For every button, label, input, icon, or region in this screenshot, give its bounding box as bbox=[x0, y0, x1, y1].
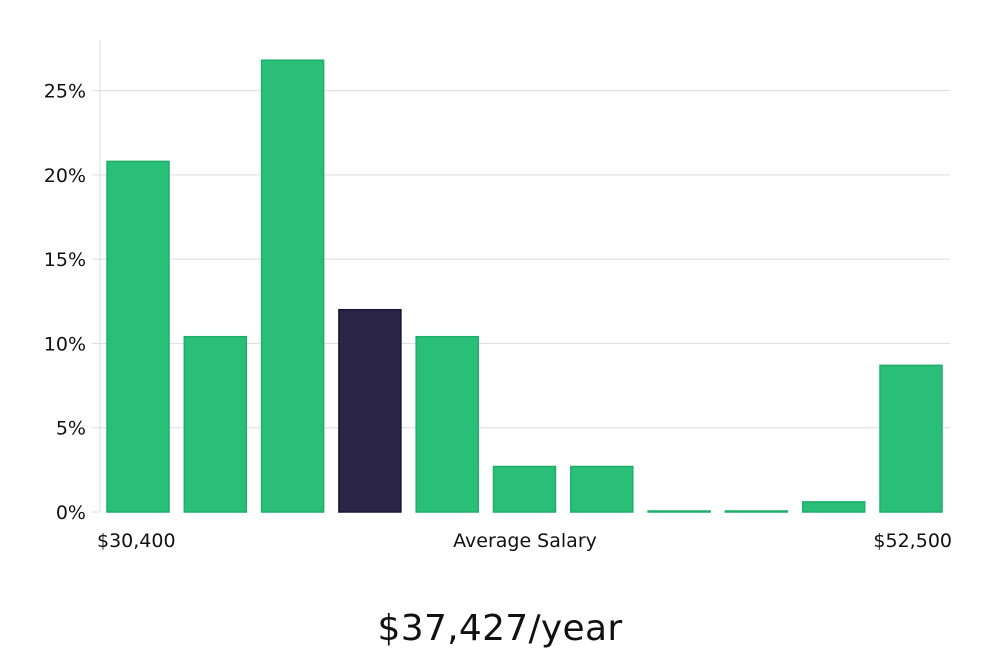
highlighted-bar bbox=[338, 308, 402, 513]
bar bbox=[879, 364, 943, 513]
bar bbox=[260, 59, 325, 513]
x-min-label: $30,400 bbox=[97, 530, 176, 552]
x-max-label: $52,500 bbox=[873, 530, 952, 552]
y-tick-label: 0% bbox=[56, 502, 86, 524]
y-tick-label: 10% bbox=[44, 333, 86, 355]
bars bbox=[106, 59, 943, 513]
x-axis-title: Average Salary bbox=[453, 530, 597, 552]
y-tick-label: 20% bbox=[44, 165, 86, 187]
bar bbox=[647, 510, 711, 513]
y-tick-label: 25% bbox=[44, 81, 86, 103]
bar bbox=[492, 465, 557, 513]
average-salary-value: $37,427/year bbox=[377, 608, 623, 649]
salary-histogram: 0%5%10%15%20%25% $30,400 Average Salary … bbox=[44, 40, 952, 552]
bar bbox=[801, 501, 866, 513]
y-axis-ticks: 0% 5% 10% 15% 20% 25% bbox=[44, 81, 100, 524]
bar bbox=[183, 335, 248, 513]
bar bbox=[570, 465, 634, 513]
y-tick-label: 15% bbox=[44, 249, 86, 271]
y-tick-label: 5% bbox=[56, 418, 86, 440]
bar bbox=[106, 160, 170, 513]
bar bbox=[415, 335, 479, 513]
bar bbox=[724, 510, 789, 513]
